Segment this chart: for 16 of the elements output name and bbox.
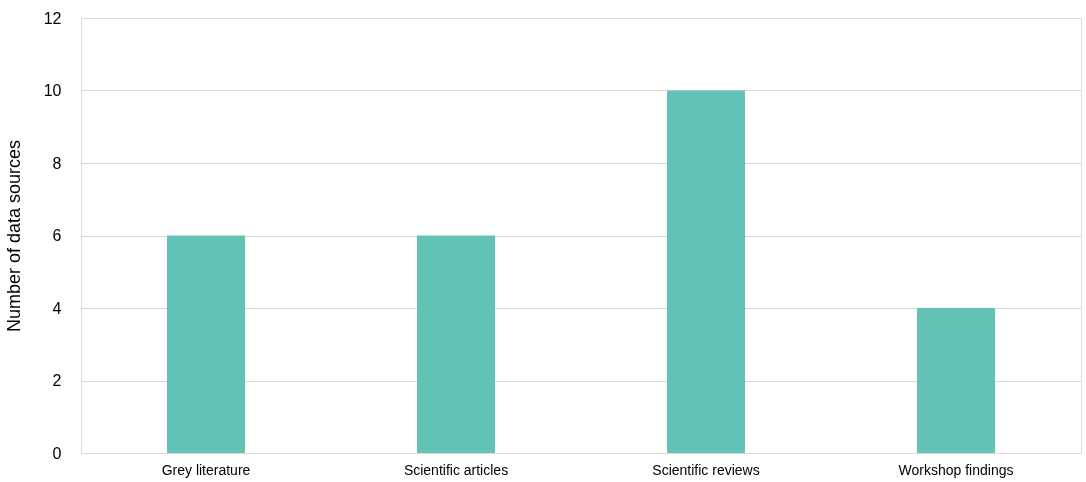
- bar: [917, 308, 995, 453]
- bar: [667, 90, 745, 453]
- x-tick-label: Scientific articles: [403, 461, 509, 478]
- bar: [167, 235, 245, 453]
- x-tick-label: Scientific reviews: [652, 461, 760, 478]
- y-tick-label: 6: [52, 227, 62, 244]
- y-tick-label: 4: [52, 299, 62, 317]
- y-tick-label: 8: [52, 154, 62, 172]
- y-tick-label: 12: [43, 9, 62, 27]
- x-tick-label: Workshop findings: [898, 461, 1014, 478]
- y-tick-label: 0: [52, 444, 62, 462]
- x-tick-label: Grey literature: [161, 461, 251, 478]
- bar: [417, 235, 495, 453]
- y-tick-label: 10: [43, 82, 62, 99]
- y-tick-label: 2: [52, 372, 62, 389]
- y-axis-title: Number of data sources: [3, 139, 24, 333]
